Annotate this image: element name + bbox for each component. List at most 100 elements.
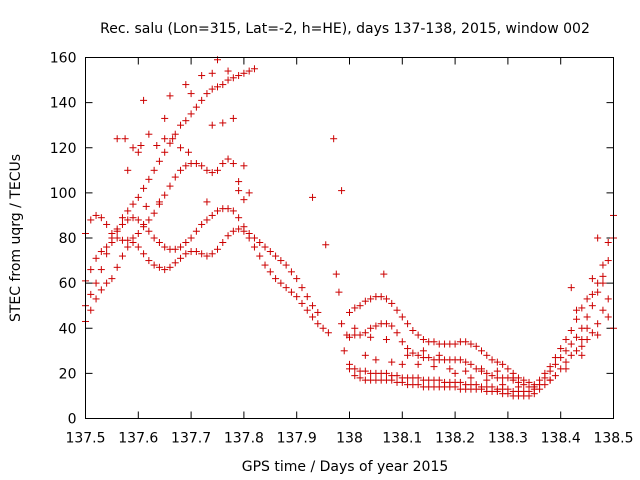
data-point <box>594 320 602 328</box>
data-point <box>332 270 340 278</box>
data-point <box>129 144 137 152</box>
data-point <box>322 241 330 249</box>
data-point <box>87 216 95 224</box>
data-point <box>134 193 142 201</box>
data-point <box>161 243 169 251</box>
data-point <box>298 299 306 307</box>
data-point <box>150 261 158 269</box>
data-point <box>287 288 295 296</box>
data-point <box>351 324 359 332</box>
data-point <box>338 187 346 195</box>
data-point <box>282 284 290 292</box>
data-point <box>224 155 232 163</box>
data-point <box>108 229 116 237</box>
data-point <box>446 365 454 373</box>
data-point <box>404 345 412 353</box>
data-point <box>599 306 607 314</box>
x-tick-label: 138.2 <box>435 431 475 447</box>
data-point <box>214 83 221 91</box>
data-point <box>409 327 417 335</box>
data-point <box>483 369 491 377</box>
data-point <box>192 227 200 235</box>
data-point <box>451 340 459 348</box>
data-point <box>462 367 470 375</box>
data-point <box>338 320 346 328</box>
data-point <box>356 374 364 382</box>
y-tick-label: 100 <box>50 186 77 202</box>
data-point <box>499 360 507 368</box>
data-point <box>134 216 142 224</box>
data-point <box>562 358 570 366</box>
data-point <box>177 121 185 129</box>
data-point <box>493 367 501 375</box>
data-point <box>551 360 559 368</box>
data-point <box>203 252 211 260</box>
data-point <box>462 338 470 346</box>
data-point <box>504 385 512 393</box>
data-point <box>87 290 95 298</box>
data-point <box>240 69 248 77</box>
x-tick-label: 138.1 <box>382 431 422 447</box>
y-axis-ticks: 0 20 40 60 80 100 120 140 160 <box>50 51 614 428</box>
data-point <box>224 67 232 75</box>
data-point <box>161 114 169 122</box>
data-point <box>478 347 485 355</box>
data-point <box>177 254 185 262</box>
data-point <box>208 69 216 77</box>
data-point <box>261 243 269 251</box>
data-point <box>583 324 591 332</box>
data-point <box>192 103 200 111</box>
data-point <box>419 336 427 344</box>
data-point <box>478 365 485 373</box>
data-point <box>198 162 206 170</box>
data-point <box>361 297 369 305</box>
data-point <box>203 166 211 174</box>
data-point <box>277 279 285 287</box>
y-tick-label: 120 <box>50 141 77 157</box>
data-point <box>129 239 137 247</box>
data-point <box>588 290 596 298</box>
data-point <box>583 295 591 303</box>
data-point <box>467 340 475 348</box>
data-point <box>177 243 185 251</box>
data-point <box>103 220 111 228</box>
data-point <box>594 288 602 296</box>
data-point <box>472 342 480 350</box>
data-point <box>388 299 396 307</box>
data-point <box>346 308 353 316</box>
data-point <box>208 250 216 258</box>
data-point <box>483 351 491 359</box>
data-point <box>161 191 169 199</box>
data-point <box>235 178 243 186</box>
x-tick-label: 137.9 <box>277 431 317 447</box>
data-point <box>467 360 475 368</box>
data-point <box>97 266 105 274</box>
data-point <box>509 374 517 382</box>
data-point <box>309 302 317 310</box>
data-point <box>171 173 179 181</box>
y-axis-label: STEC from uqrg / TECUs <box>8 154 24 322</box>
data-point <box>578 342 586 350</box>
data-point <box>145 216 153 224</box>
data-point <box>319 324 327 332</box>
data-point <box>414 351 422 359</box>
data-point <box>140 184 148 192</box>
data-point <box>314 308 322 316</box>
data-point <box>103 279 111 287</box>
data-point <box>118 214 126 222</box>
data-point <box>214 207 221 215</box>
data-point <box>219 239 227 247</box>
data-point <box>414 331 422 339</box>
data-point <box>97 286 105 294</box>
data-point <box>155 239 163 247</box>
data-point <box>382 320 390 328</box>
data-point <box>314 320 322 328</box>
data-point <box>356 302 364 310</box>
data-point <box>583 313 591 321</box>
data-point <box>272 275 280 283</box>
data-point <box>155 198 163 206</box>
data-point <box>256 239 264 247</box>
data-point <box>451 369 459 377</box>
data-point <box>562 365 570 373</box>
data-point <box>557 345 565 353</box>
